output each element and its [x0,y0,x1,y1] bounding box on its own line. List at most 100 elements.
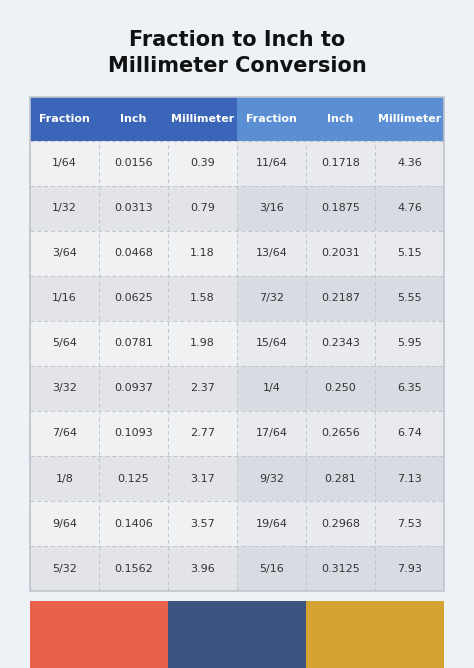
Text: 0.1406: 0.1406 [114,518,153,528]
Bar [237,321,306,366]
Bar [168,501,237,546]
Text: 7/64: 7/64 [52,428,77,438]
Text: 7.13: 7.13 [397,474,422,484]
Bar [168,186,237,230]
Text: 15/64: 15/64 [255,339,287,349]
Text: 1/8: 1/8 [55,474,73,484]
Text: 0.0625: 0.0625 [114,293,153,303]
Text: Millimeter: Millimeter [378,114,441,124]
Text: 3/64: 3/64 [52,248,77,259]
Text: 9/32: 9/32 [259,474,284,484]
Text: 1.58: 1.58 [190,293,215,303]
Text: 0.2656: 0.2656 [321,428,360,438]
Text: 1/16: 1/16 [52,293,77,303]
Text: 6.35: 6.35 [397,383,422,393]
Text: 7.93: 7.93 [397,564,422,574]
Bar [237,366,306,411]
Bar [306,186,375,230]
Text: 3/32: 3/32 [52,383,77,393]
Text: 0.0156: 0.0156 [114,158,153,168]
Bar [99,321,168,366]
Bar [99,411,168,456]
Bar [30,186,99,230]
Text: Inch: Inch [120,114,146,124]
Bar [99,456,168,501]
Bar [375,230,444,276]
Bar [30,601,168,668]
Bar [168,321,237,366]
Text: 4.36: 4.36 [397,158,422,168]
Bar [237,230,306,276]
Bar [99,546,168,591]
Text: 3.96: 3.96 [190,564,215,574]
Bar [168,140,237,186]
Text: 0.1093: 0.1093 [114,428,153,438]
Bar [375,97,444,140]
Bar [306,601,444,668]
Bar [237,501,306,546]
Bar [306,366,375,411]
Text: 0.281: 0.281 [325,474,356,484]
Bar [168,97,237,140]
Text: 2.37: 2.37 [190,383,215,393]
Text: Fraction: Fraction [246,114,297,124]
Text: 0.2343: 0.2343 [321,339,360,349]
Text: 0.1562: 0.1562 [114,564,153,574]
Text: 1.98: 1.98 [190,339,215,349]
Bar [168,366,237,411]
Text: 5.95: 5.95 [397,339,422,349]
Bar [30,501,99,546]
Text: 0.3125: 0.3125 [321,564,360,574]
Bar [237,186,306,230]
Text: Fraction: Fraction [39,114,90,124]
Bar [375,186,444,230]
Bar [375,411,444,456]
Text: 0.2031: 0.2031 [321,248,360,259]
Text: 7/32: 7/32 [259,293,284,303]
Text: 0.0468: 0.0468 [114,248,153,259]
Bar [375,140,444,186]
Text: 0.39: 0.39 [190,158,215,168]
Text: 0.125: 0.125 [118,474,149,484]
Bar [306,456,375,501]
Text: 5.55: 5.55 [397,293,422,303]
Text: 0.2968: 0.2968 [321,518,360,528]
Text: 0.79: 0.79 [190,203,215,213]
Bar [237,456,306,501]
Bar [375,501,444,546]
Bar [30,230,99,276]
Bar [375,456,444,501]
Text: Inch: Inch [328,114,354,124]
Text: 3.57: 3.57 [190,518,215,528]
Bar [306,276,375,321]
Bar [99,501,168,546]
Text: 13/64: 13/64 [255,248,287,259]
Bar [168,456,237,501]
Text: 0.1875: 0.1875 [321,203,360,213]
Bar [375,366,444,411]
Text: 0.250: 0.250 [325,383,356,393]
Bar [306,546,375,591]
Bar [30,276,99,321]
Text: 19/64: 19/64 [255,518,288,528]
Bar [237,411,306,456]
Bar [30,321,99,366]
Bar [99,230,168,276]
Bar [306,321,375,366]
Bar [99,186,168,230]
Bar [237,97,306,140]
Bar [99,140,168,186]
Bar [306,140,375,186]
Text: 0.1718: 0.1718 [321,158,360,168]
Bar [30,411,99,456]
Text: 7.53: 7.53 [397,518,422,528]
Bar [30,366,99,411]
Text: 0.0781: 0.0781 [114,339,153,349]
Text: 9/64: 9/64 [52,518,77,528]
Bar [30,97,99,140]
Text: 0.2187: 0.2187 [321,293,360,303]
Bar [168,601,306,668]
Text: 4.76: 4.76 [397,203,422,213]
Bar [168,276,237,321]
Bar [99,97,168,140]
